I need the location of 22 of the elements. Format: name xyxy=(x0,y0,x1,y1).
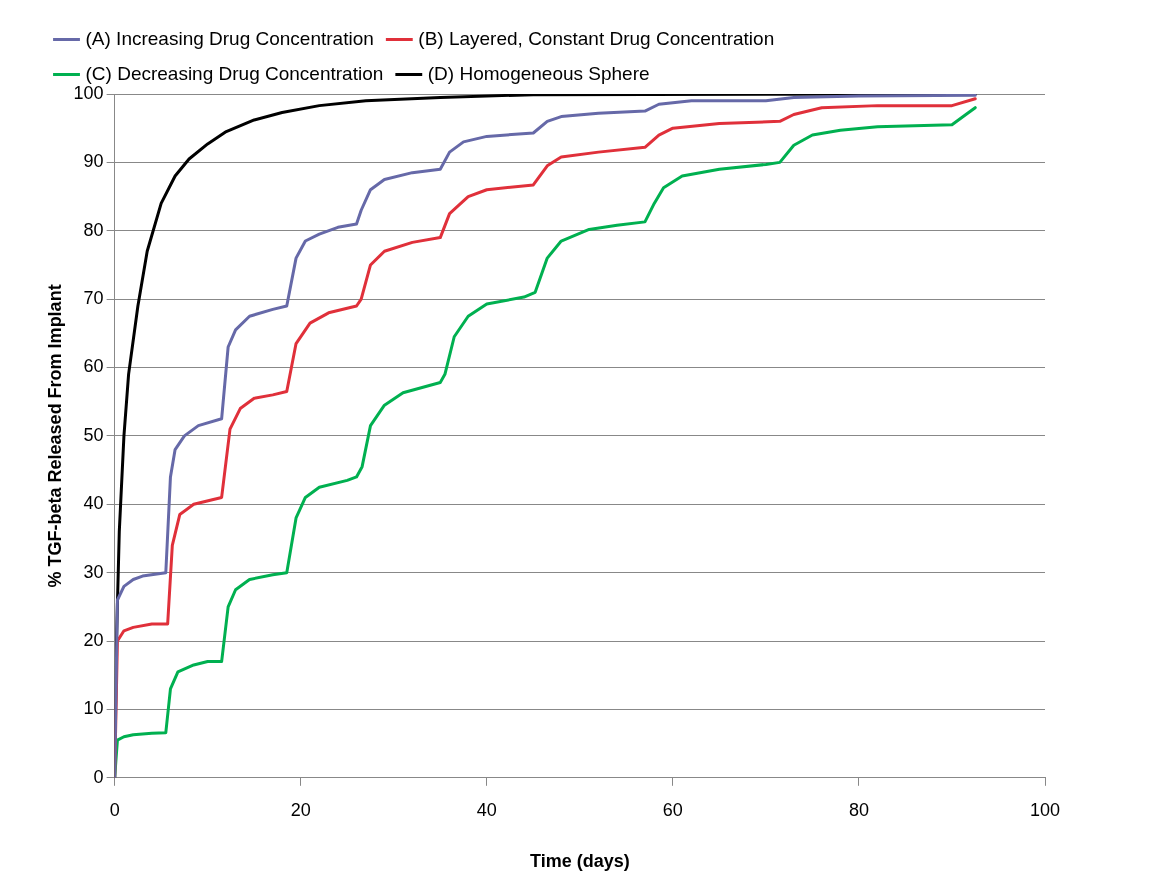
x-tick-label: 20 xyxy=(290,799,311,820)
y-tick-label: 60 xyxy=(83,356,104,377)
x-tick-label: 40 xyxy=(476,799,497,820)
legend-label: (C) Decreasing Drug Concentration xyxy=(85,62,384,84)
y-tick-label: 70 xyxy=(83,288,104,309)
y-axis-title: % TGF-beta Released From Implant xyxy=(44,284,65,588)
y-tick-label: 50 xyxy=(83,424,104,445)
y-tick-label: 80 xyxy=(83,219,104,240)
y-tick-label: 10 xyxy=(83,698,104,719)
x-tick-label: 0 xyxy=(109,799,120,820)
x-tick-label: 60 xyxy=(662,799,683,820)
y-tick-label: 40 xyxy=(83,493,104,514)
legend-label: (D) Homogeneous Sphere xyxy=(427,62,650,84)
y-tick-label: 30 xyxy=(83,561,104,582)
legend-label: (B) Layered, Constant Drug Concentration xyxy=(418,27,775,49)
x-axis-title: Time (days) xyxy=(529,851,630,872)
y-tick-label: 20 xyxy=(83,630,104,651)
y-tick-label: 90 xyxy=(83,151,104,172)
y-tick-label: 0 xyxy=(93,766,104,787)
x-tick-label: 80 xyxy=(848,799,869,820)
legend-label: (A) Increasing Drug Concentration xyxy=(85,27,374,49)
x-tick-label: 100 xyxy=(1029,799,1061,820)
